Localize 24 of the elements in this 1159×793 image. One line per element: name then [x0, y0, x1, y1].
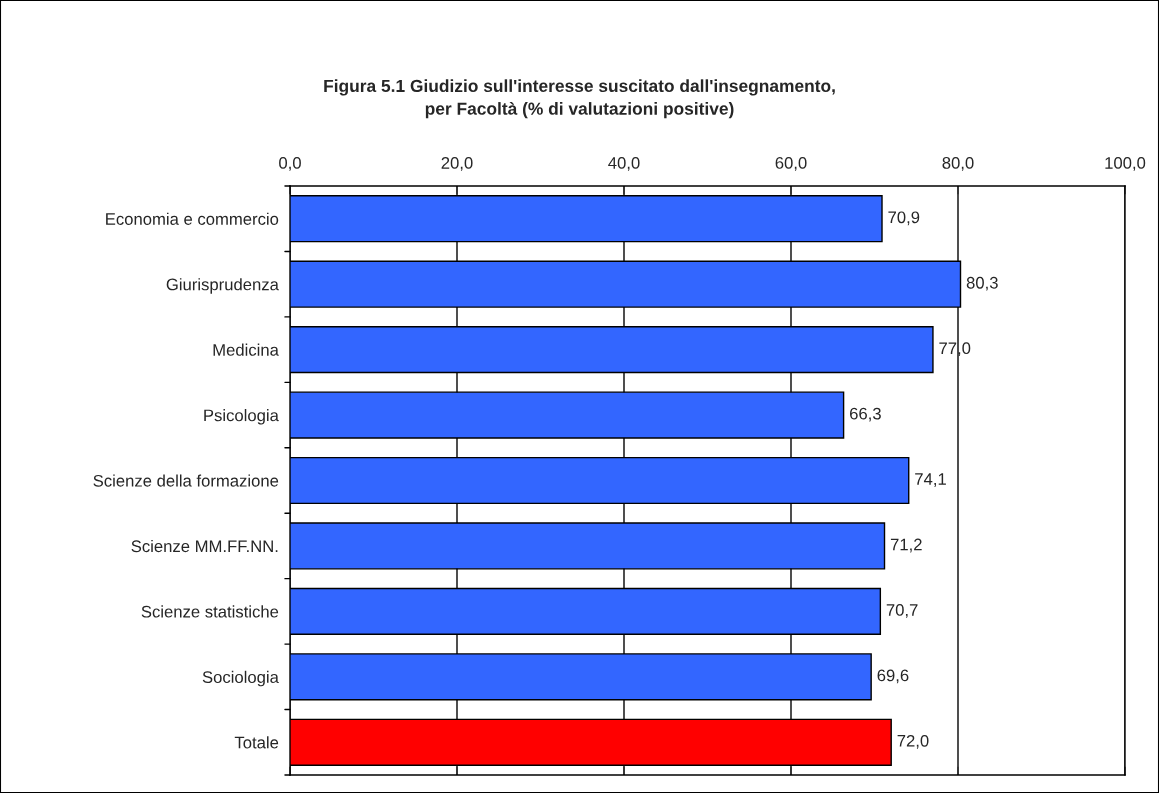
data-label: 70,9 — [888, 211, 920, 226]
y-tick-label: Scienze della formazione — [93, 474, 279, 487]
x-tick-label: 100,0 — [1105, 157, 1146, 171]
y-tick-label: Sociologia — [202, 670, 279, 687]
x-tick-label: 20,0 — [441, 157, 473, 171]
data-label: 72,0 — [897, 734, 929, 749]
x-tick-label: 80,0 — [942, 157, 974, 171]
y-tick-label: Totale — [234, 736, 279, 749]
y-tick-label: Medicina — [213, 343, 279, 356]
data-label: 71,2 — [890, 538, 922, 553]
x-tick-label: 60,0 — [775, 157, 807, 171]
x-tick-label: 0,0 — [279, 157, 301, 171]
data-label: 80,3 — [966, 276, 998, 291]
y-tick-label: Giurisprudenza — [166, 278, 279, 294]
y-tick-label: Scienze statistiche — [141, 605, 279, 618]
y-tick-label: Psicologia — [204, 409, 279, 425]
x-tick-label: 40,0 — [608, 157, 640, 171]
data-label: 70,7 — [886, 604, 918, 618]
data-label: 69,6 — [877, 669, 909, 684]
data-label: 74,1 — [915, 473, 946, 487]
chart-title: Figura 5.1 Giudizio sull'interesse suscitato dall'insegnamento, per Facoltà (% di valutazioni positive) — [324, 79, 835, 119]
data-label: 66,3 — [850, 407, 881, 422]
y-tick-label: Scienze MM.FF.NN. — [131, 539, 278, 553]
y-tick-label: Economia e commercio — [106, 212, 279, 225]
